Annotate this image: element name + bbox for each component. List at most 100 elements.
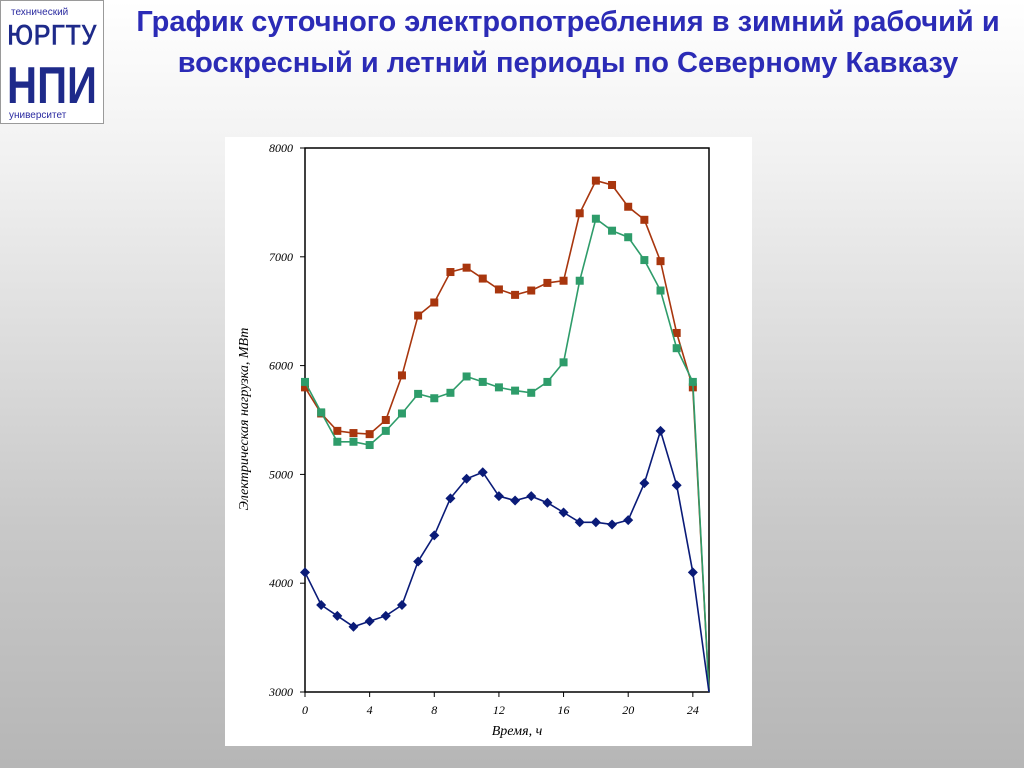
- y-tick-label: 7000: [269, 250, 293, 264]
- data-point-winter_workday: [494, 285, 503, 294]
- data-point-winter_sunday: [640, 256, 649, 265]
- university-logo: технический ЮРГТУ НПИ университет: [0, 0, 104, 124]
- data-point-summer: [623, 515, 634, 526]
- logo-bottom-text: университет: [9, 110, 67, 121]
- data-point-winter_sunday: [656, 286, 665, 295]
- data-point-summer: [542, 497, 553, 508]
- data-point-winter_sunday: [478, 377, 487, 386]
- data-point-summer: [316, 599, 327, 610]
- y-tick-label: 4000: [269, 576, 293, 590]
- data-point-winter_sunday: [333, 437, 342, 446]
- data-point-summer: [671, 480, 682, 491]
- data-point-winter_workday: [527, 286, 536, 295]
- data-point-winter_sunday: [462, 372, 471, 381]
- data-point-winter_sunday: [349, 437, 358, 446]
- data-point-winter_workday: [543, 278, 552, 287]
- data-point-winter_sunday: [381, 426, 390, 435]
- data-point-winter_sunday: [608, 226, 617, 235]
- logo-line2: НПИ: [7, 57, 97, 115]
- data-point-winter_workday: [462, 263, 471, 272]
- axes: [300, 147, 710, 697]
- data-point-winter_workday: [397, 371, 406, 380]
- data-point-winter_workday: [624, 202, 633, 211]
- data-point-summer: [639, 478, 650, 489]
- data-point-winter_sunday: [494, 383, 503, 392]
- logo-line1: ЮРГТУ: [7, 19, 97, 52]
- data-point-winter_sunday: [591, 214, 600, 223]
- data-point-winter_sunday: [365, 441, 374, 450]
- y-tick-label: 5000: [269, 467, 293, 481]
- data-point-winter_workday: [301, 383, 309, 392]
- data-point-winter_sunday: [414, 389, 423, 398]
- data-point-winter_sunday: [511, 386, 520, 395]
- data-point-summer: [607, 519, 618, 530]
- data-point-winter_sunday: [397, 409, 406, 418]
- data-point-winter_workday: [559, 276, 568, 285]
- load-chart: 3000 4000 5000 6000 7000 8000 0 4 8 12 16 20 24 Врем…: [237, 141, 710, 739]
- slide-title: График суточного электропотребления в зи…: [136, 6, 1000, 79]
- data-point-winter_workday: [478, 274, 487, 283]
- data-point-summer: [396, 599, 407, 610]
- x-axis-title: Время, ч: [492, 724, 543, 739]
- data-point-winter_workday: [608, 180, 617, 189]
- data-point-winter_sunday: [559, 358, 568, 367]
- data-point-summer: [493, 491, 504, 502]
- tick-labels: 3000 4000 5000 6000 7000 8000 0 4 8 12 16 20 24: [268, 141, 699, 717]
- data-point-summer: [380, 610, 391, 621]
- y-tick-label: 6000: [269, 359, 293, 373]
- series-summer: [300, 425, 710, 693]
- data-point-summer: [461, 473, 472, 484]
- y-axis-title: Электрическая нагрузка, МВт: [237, 328, 252, 511]
- data-point-summer: [590, 517, 601, 528]
- data-point-summer: [558, 507, 569, 518]
- x-tick-label: 20: [622, 703, 634, 717]
- data-point-winter_sunday: [575, 276, 584, 285]
- data-point-summer: [413, 556, 424, 567]
- data-point-winter_workday: [446, 268, 455, 277]
- data-point-summer: [332, 610, 343, 621]
- data-point-winter_sunday: [527, 388, 536, 397]
- data-point-winter_workday: [381, 416, 390, 424]
- data-point-winter_sunday: [672, 344, 681, 353]
- y-tick-label: 3000: [268, 685, 293, 699]
- data-point-winter_workday: [575, 209, 584, 218]
- data-point-winter_sunday: [301, 377, 309, 386]
- data-point-summer: [687, 567, 698, 578]
- x-tick-label: 24: [687, 703, 699, 717]
- data-point-winter_sunday: [446, 388, 455, 397]
- data-point-winter_workday: [656, 257, 665, 266]
- data-point-winter_workday: [349, 429, 358, 438]
- data-point-winter_workday: [511, 290, 520, 299]
- plot-frame: [304, 147, 710, 693]
- chart-panel: 3000 4000 5000 6000 7000 8000 0 4 8 12 16 20 24 Врем…: [225, 137, 752, 746]
- data-point-summer: [364, 616, 375, 627]
- data-point-winter_workday: [430, 298, 439, 307]
- data-point-winter_workday: [365, 430, 374, 439]
- x-tick-label: 0: [302, 703, 308, 717]
- data-point-winter_sunday: [688, 377, 697, 386]
- data-point-summer: [526, 491, 537, 502]
- data-point-summer: [445, 493, 456, 504]
- y-tick-label: 8000: [269, 141, 293, 155]
- data-point-winter_sunday: [624, 233, 633, 242]
- data-point-winter_sunday: [317, 408, 326, 417]
- data-point-winter_workday: [672, 328, 681, 337]
- x-tick-label: 16: [558, 703, 570, 717]
- data-point-winter_workday: [591, 176, 600, 185]
- series: [300, 176, 710, 693]
- data-point-summer: [574, 517, 585, 528]
- x-tick-label: 12: [493, 703, 505, 717]
- data-point-winter_workday: [640, 215, 649, 224]
- x-tick-label: 8: [431, 703, 437, 717]
- data-point-winter_sunday: [430, 394, 439, 403]
- data-point-summer: [429, 530, 440, 541]
- series-winter_sunday: [301, 214, 710, 693]
- data-point-winter_sunday: [543, 377, 552, 386]
- data-point-winter_workday: [333, 426, 342, 435]
- data-point-summer: [300, 567, 310, 578]
- data-point-summer: [348, 621, 359, 632]
- data-point-summer: [655, 425, 666, 436]
- logo-top-text: технический: [11, 7, 68, 18]
- x-tick-label: 4: [367, 703, 373, 717]
- data-point-summer: [477, 467, 488, 478]
